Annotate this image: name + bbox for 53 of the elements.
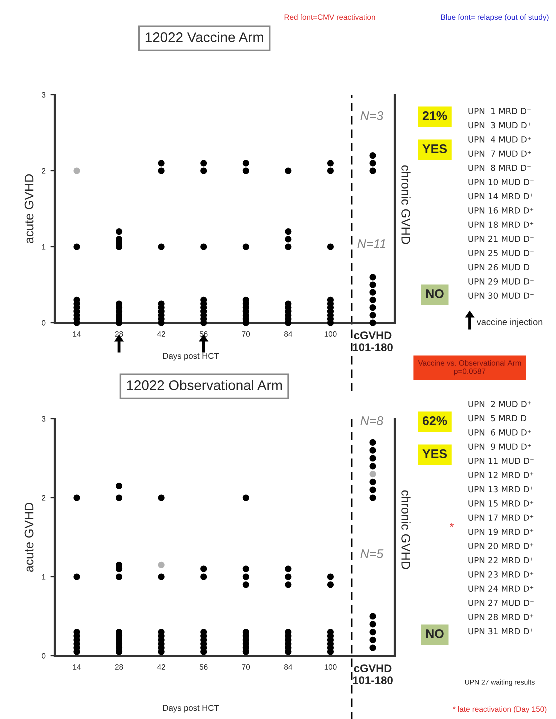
text: UPN 20 MRD D⁺ — [468, 543, 534, 550]
text: UPN 5 MRD D⁺ — [468, 415, 531, 422]
text: UPN 18 MRD D⁺ — [468, 222, 534, 228]
text: UPN 19 MRD D⁺ — [468, 528, 534, 536]
text: 21% — [422, 112, 448, 120]
text: UPN 3 MUD D⁺ — [468, 122, 532, 129]
text: vaccine injection — [476, 318, 543, 328]
text: UPN 12 MRD D⁺ — [468, 472, 534, 478]
text: UPN 16 MRD D⁺ — [468, 208, 534, 214]
text: UPN 23 MRD D⁺ — [468, 572, 534, 578]
text: UPN 26 MUD D⁺ — [468, 264, 534, 271]
annotation: N=3 — [360, 112, 384, 120]
text: UPN 17 MRD D⁺ — [468, 514, 534, 522]
text: chronic GVHD — [402, 490, 411, 570]
text: UPN 13 MRD D⁺ — [468, 486, 534, 493]
chart-title: 12022 Observational Arm — [127, 380, 282, 390]
text: UPN 21 MUD D⁺ — [468, 236, 534, 242]
text: NO — [426, 630, 444, 638]
y-axis-title: acute GVHD — [24, 503, 34, 572]
x-axis-title: Days post HCT — [163, 705, 220, 713]
annotation: N=8 — [360, 416, 384, 426]
text: UPN 4 MUD D⁺ — [468, 136, 532, 143]
text: UPN 31 MRD D⁺ — [468, 628, 534, 635]
text: 62% — [422, 416, 448, 426]
text: UPN 11 MUD D⁺ — [468, 458, 534, 464]
text: UPN 9 MUD D⁺ — [468, 444, 532, 450]
x-tick-label: cGVHD 101-180 — [353, 664, 393, 684]
text: UPN 22 MRD D⁺ — [468, 557, 534, 564]
text: UPN 14 MRD D⁺ — [468, 193, 534, 200]
text: UPN 29 MUD D⁺ — [468, 278, 534, 285]
annotation: N=11 — [358, 240, 386, 248]
x-tick-label: cGVHD 101-180 — [353, 332, 393, 352]
text: UPN 28 MRD D⁺ — [468, 614, 534, 620]
x-axis-title: Days post HCT — [163, 353, 220, 361]
text: UPN 8 MRD D⁺ — [468, 164, 531, 172]
text: UPN 24 MRD D⁺ — [468, 586, 534, 592]
text: NO — [426, 290, 444, 298]
text: UPN 10 MUD D⁺ — [468, 179, 534, 186]
chart-title: 12022 Vaccine Arm — [146, 32, 264, 42]
text: UPN 27 MUD D⁺ — [468, 600, 534, 606]
text: UPN 1 MRD D⁺ — [468, 108, 531, 114]
text: UPN 6 MUD D⁺ — [468, 430, 532, 436]
text: chronic GVHD — [402, 166, 411, 244]
text: UPN 15 MRD D⁺ — [468, 500, 534, 507]
text: UPN 2 MUD D⁺ — [468, 401, 532, 408]
text: UPN 7 MUD D⁺ — [468, 150, 532, 158]
annotation: N=5 — [360, 550, 384, 558]
text: UPN 25 MUD D⁺ — [468, 250, 534, 256]
text: YES — [422, 144, 448, 154]
text: YES — [422, 450, 448, 458]
text: * — [450, 523, 454, 528]
text: UPN 30 MUD D⁺ — [468, 292, 534, 300]
y-axis-title: acute GVHD — [24, 174, 34, 244]
